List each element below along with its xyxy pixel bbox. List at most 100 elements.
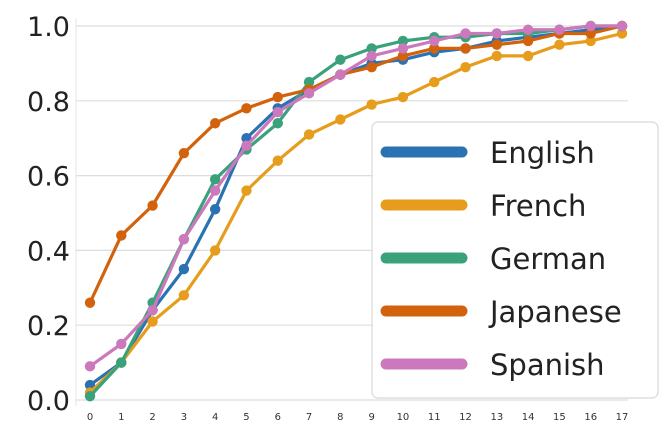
x-tick-label: 6 <box>275 412 281 423</box>
data-point-spanish <box>84 361 96 372</box>
y-tick-label: 0.0 <box>27 386 70 417</box>
data-point-french <box>178 290 190 301</box>
y-tick-label: 0.8 <box>27 87 70 118</box>
y-tick-labels: 0.0 0.2 0.4 0.6 0.8 1.0 <box>27 12 70 417</box>
data-point-german <box>116 357 127 368</box>
data-point-german <box>397 35 409 47</box>
data-point-french <box>460 61 471 73</box>
x-tick-label: 14 <box>522 412 535 423</box>
data-point-spanish <box>116 338 127 350</box>
data-point-japanese <box>178 147 190 159</box>
data-point-spanish <box>241 140 252 151</box>
legend-item-spanish: Spanish <box>380 348 605 382</box>
series-layer <box>84 20 628 402</box>
data-point-spanish <box>397 43 409 54</box>
data-point-german <box>84 391 96 402</box>
x-tick-label: 17 <box>616 412 629 423</box>
data-point-english <box>178 263 190 275</box>
legend-label-french: French <box>490 189 586 223</box>
data-point-japanese <box>397 50 409 62</box>
data-point-spanish <box>147 305 158 316</box>
data-point-english <box>84 379 96 391</box>
x-tick-label: 9 <box>368 412 374 423</box>
legend-label-english: English <box>490 136 595 170</box>
data-point-french <box>241 185 252 196</box>
x-tick-label: 5 <box>243 412 249 423</box>
data-point-english <box>209 204 221 215</box>
data-point-spanish <box>429 35 440 47</box>
data-point-spanish <box>303 88 315 99</box>
x-tick-label: 10 <box>397 412 410 423</box>
data-point-french <box>303 129 315 140</box>
series-spanish <box>84 20 628 372</box>
data-point-french <box>397 91 409 103</box>
x-tick-label: 7 <box>306 412 312 423</box>
data-point-german <box>303 76 315 88</box>
x-tick-label: 11 <box>428 412 441 423</box>
data-point-german <box>272 118 283 129</box>
data-point-french <box>209 245 221 256</box>
legend-box <box>371 121 659 399</box>
y-tick-label: 0.6 <box>27 162 70 193</box>
data-point-french <box>147 316 158 327</box>
series-japanese <box>84 20 628 308</box>
x-tick-label: 13 <box>490 412 503 423</box>
data-point-japanese <box>147 200 158 211</box>
data-point-spanish <box>585 20 596 32</box>
x-tick-labels: 0 1 2 3 4 5 6 7 8 9 10 11 12 13 14 15 16 17 <box>87 412 629 423</box>
data-point-spanish <box>366 50 377 62</box>
x-tick-label: 16 <box>584 412 597 423</box>
data-point-japanese <box>209 118 221 129</box>
series-line-english <box>88 24 624 387</box>
y-tick-label: 0.4 <box>27 236 70 267</box>
data-point-german <box>209 174 221 185</box>
x-tick-label: 15 <box>553 412 566 423</box>
x-tick-label: 12 <box>459 412 472 423</box>
data-point-spanish <box>178 233 190 245</box>
data-point-spanish <box>209 185 221 196</box>
data-point-german <box>335 54 346 65</box>
data-point-spanish <box>616 20 628 32</box>
data-point-french <box>522 50 534 62</box>
data-point-japanese <box>272 91 283 103</box>
data-point-japanese <box>84 297 96 308</box>
data-point-japanese <box>522 35 534 47</box>
x-tick-label: 2 <box>149 412 155 423</box>
data-point-french <box>554 39 565 50</box>
data-point-japanese <box>366 61 377 73</box>
data-point-japanese <box>241 103 252 114</box>
data-point-french <box>616 28 628 39</box>
x-tick-label: 1 <box>118 412 124 423</box>
legend-item-japanese: Japanese <box>380 295 622 329</box>
data-point-german <box>366 43 377 54</box>
legend-item-german: German <box>380 242 606 276</box>
data-point-spanish <box>335 69 346 80</box>
data-point-french <box>335 114 346 125</box>
y-tick-label: 1.0 <box>27 12 70 43</box>
data-point-spanish <box>554 24 565 35</box>
data-point-spanish <box>522 24 534 35</box>
series-line-french <box>88 31 624 395</box>
legend-label-german: German <box>490 242 606 276</box>
data-point-japanese <box>460 43 471 54</box>
legend: English French German Japanese Spanish <box>371 121 659 399</box>
data-point-french <box>429 76 440 88</box>
data-point-japanese <box>429 43 440 54</box>
legend-label-japanese: Japanese <box>488 295 622 329</box>
data-point-french <box>585 35 596 47</box>
data-point-french <box>491 50 503 62</box>
y-tick-label: 0.2 <box>27 311 70 342</box>
legend-item-english: English <box>380 136 595 170</box>
series-line-japanese <box>88 24 624 305</box>
data-point-japanese <box>585 28 596 39</box>
grid-lines <box>76 25 628 401</box>
data-point-french <box>366 99 377 110</box>
x-tick-label: 0 <box>87 412 93 423</box>
x-tick-label: 3 <box>181 412 187 423</box>
x-tick-label: 4 <box>212 412 218 423</box>
x-tick-label: 8 <box>337 412 343 423</box>
data-point-spanish <box>460 28 471 39</box>
data-point-french <box>272 155 283 166</box>
legend-item-french: French <box>380 189 586 223</box>
